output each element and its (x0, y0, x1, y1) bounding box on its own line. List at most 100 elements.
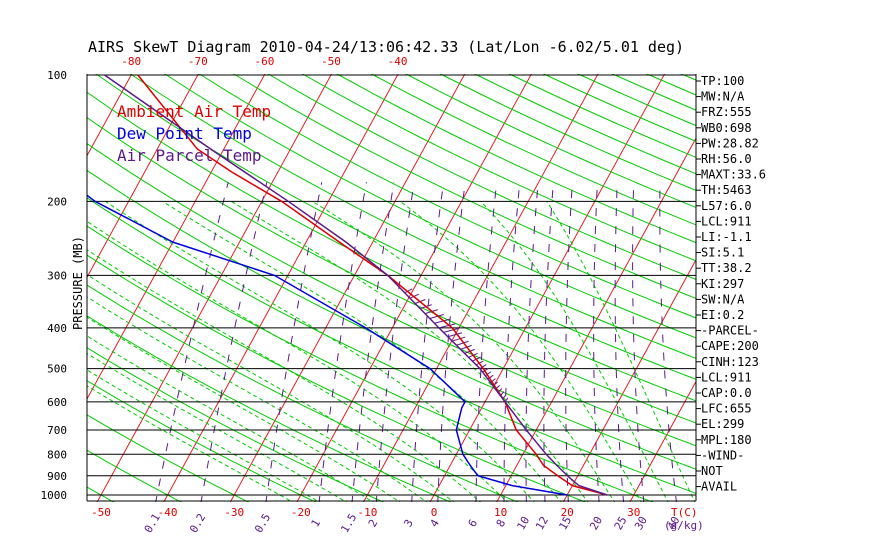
sounding-profiles (87, 74, 608, 496)
cape-hatch-line (452, 336, 466, 342)
isotherm-line (629, 380, 696, 502)
moist-adiabat-line (87, 220, 508, 502)
isotherm-line (87, 74, 133, 157)
parcel-temp-line (104, 74, 608, 496)
index-label: TH:5463 (701, 183, 752, 197)
index-label: FRZ:555 (701, 105, 752, 119)
moist-adiabat-line (312, 201, 616, 502)
moist-adiabat-line (87, 316, 401, 502)
legend-entry: Dew Point Temp (117, 124, 252, 143)
mixing-ratio-line (632, 182, 645, 502)
mixing-ratio-line (155, 182, 229, 502)
pressure-tick-label: 300 (47, 269, 67, 282)
dry-adiabat-line (87, 91, 696, 402)
dry-adiabat-line (267, 74, 696, 280)
index-label: SW:N/A (701, 292, 745, 306)
dry-adiabat-line (87, 414, 250, 502)
moist-adiabat-line (399, 201, 642, 502)
moist-adiabat-line (87, 274, 455, 502)
mixing-ratio-line (565, 182, 573, 502)
dry-adiabat-line (87, 380, 317, 502)
mixing-ratio-line (411, 182, 445, 502)
pressure-tick-label: 100 (47, 69, 67, 82)
mixing-ratio-line (659, 182, 677, 502)
mixing-ratio-tick-label: 15 (556, 514, 574, 532)
mixing-ratio-line (525, 182, 539, 502)
pressure-tick-label: 400 (47, 322, 67, 335)
moist-adiabat-line (480, 201, 669, 502)
index-label: LI:-1.1 (701, 230, 752, 244)
mixing-ratio-tick-label: 40 (665, 514, 683, 532)
mixing-ratio-tick-label: 1.5 (338, 511, 359, 535)
index-label: LCL:911 (701, 214, 752, 228)
temp-tick-label-bottom: -30 (224, 506, 244, 519)
pressure-tick-label: 700 (47, 424, 67, 437)
cape-hatch-line (404, 288, 413, 294)
cape-hatch-line (447, 332, 463, 338)
isobar-lines (87, 74, 696, 502)
dry-adiabat-line (301, 74, 696, 262)
isotherm-line (87, 74, 266, 400)
index-label: AVAIL (701, 480, 737, 494)
mixing-ratio-tick-label: 1 (309, 517, 324, 529)
mixing-ratio-line (375, 182, 415, 502)
x-axis-unit-label: T(C) (671, 506, 698, 519)
isotherm-line (562, 258, 696, 502)
dry-adiabat-line (233, 74, 696, 299)
moist-adiabat-line (231, 201, 589, 502)
mixing-ratio-line (614, 182, 625, 502)
temperature-axis-bottom: -50 -40 -30 -20 -10 0 10 20 30 (91, 506, 640, 519)
temp-tick-label-top: -60 (254, 55, 274, 68)
isotherm-line (762, 56, 870, 504)
mixing-ratio-line (475, 182, 498, 502)
dry-adiabat-line (87, 169, 696, 470)
dry-adiabat-line (87, 315, 452, 502)
mixing-ratio-line (503, 182, 521, 502)
isotherm-line (496, 137, 696, 502)
background-grid (0, 56, 870, 504)
index-label: TP:100 (701, 74, 744, 88)
mixing-ratio-tick-label: 0.5 (252, 511, 273, 535)
mixing-ratio-tick-label: 30 (632, 514, 650, 532)
mixing-ratio-line (543, 182, 554, 502)
pressure-tick-label: 800 (47, 448, 67, 461)
mixing-ratio-tick-label: 6 (466, 517, 481, 529)
dry-adiabat-line (0, 56, 49, 504)
index-label: NOT (701, 464, 723, 478)
isotherm-line (0, 56, 9, 504)
isotherm-line (96, 74, 333, 502)
dry-adiabat-line (87, 254, 587, 502)
isotherm-line (362, 74, 599, 502)
index-label: MW:N/A (701, 90, 745, 104)
mixing-ratio-line (200, 182, 268, 502)
dry-adiabat-line (87, 347, 385, 502)
mixing-ratio-tick-label: 12 (533, 514, 551, 532)
dry-adiabat-line (87, 225, 654, 502)
pressure-tick-label: 500 (47, 363, 67, 376)
mixing-ratio-line (437, 182, 466, 502)
isotherm-line (829, 56, 870, 504)
temp-tick-label-top: -40 (388, 55, 408, 68)
legend-entry: Ambient Air Temp (117, 102, 271, 121)
moist-adiabat-line (87, 296, 428, 502)
temp-tick-label-bottom: -40 (158, 506, 178, 519)
temp-tick-label-top: -80 (121, 55, 141, 68)
legend-entry: Air Parcel Temp (117, 146, 262, 165)
temp-tick-label-bottom: -10 (357, 506, 377, 519)
legend: Ambient Air Temp Dew Point Temp Air Parcel… (117, 102, 271, 165)
moist-adiabat-line (87, 335, 374, 502)
dry-adiabat-line (129, 74, 696, 359)
cape-hatch-line (443, 327, 459, 333)
y-axis-label: PRESSURE (MB) (71, 236, 85, 330)
index-label: EL:299 (701, 417, 744, 431)
temp-tick-label-bottom: 30 (627, 506, 640, 519)
dry-adiabat-line (405, 74, 696, 209)
dry-adiabat-line (336, 74, 696, 244)
index-label: -WIND- (701, 448, 744, 462)
dry-adiabat-line (198, 74, 696, 319)
index-label: CAPE:200 (701, 339, 759, 353)
isotherm-line (229, 74, 466, 502)
moist-adiabat-line (162, 201, 562, 502)
